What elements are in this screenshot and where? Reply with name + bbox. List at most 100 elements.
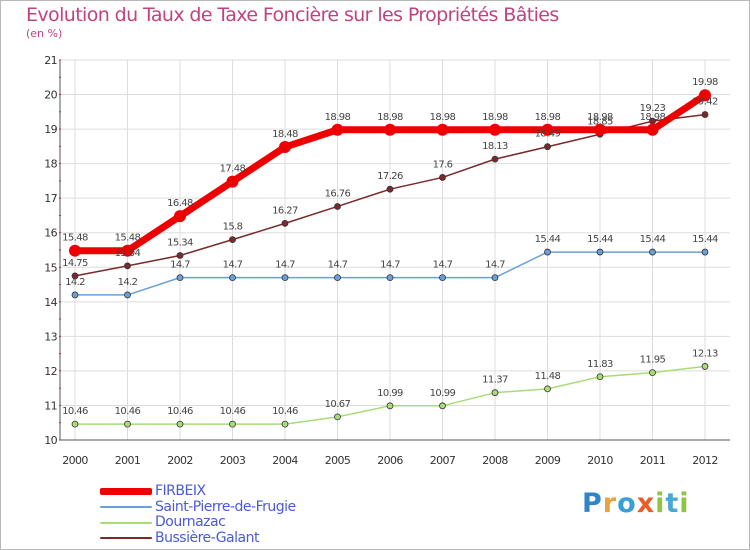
data-label-saint-pierre-de-frugie: 14.7 <box>328 260 348 271</box>
legend-item: Bussière-Galant <box>100 529 296 547</box>
data-label-dournazac: 12.13 <box>692 348 718 359</box>
data-point-firbeix <box>69 244 81 257</box>
data-point-bussiere-galant <box>386 185 394 193</box>
data-label-firbeix: 18.98 <box>482 112 508 123</box>
data-point-bussiere-galant <box>544 143 551 151</box>
data-point-bussiere-galant <box>439 174 446 181</box>
data-point-firbeix <box>384 123 396 136</box>
x-tick-label: 2003 <box>220 454 246 467</box>
data-point-saint-pierre-de-frugie <box>701 248 709 256</box>
data-label-dournazac: 10.46 <box>115 406 141 417</box>
x-tick-label: 2005 <box>325 454 351 467</box>
data-label-firbeix: 18.48 <box>272 129 298 140</box>
data-label-bussiere-galant: 18.85 <box>587 116 613 127</box>
data-point-dournazac <box>544 385 551 393</box>
data-point-dournazac <box>649 369 656 377</box>
legend-item: Dournazac <box>100 515 296 531</box>
data-point-dournazac <box>176 420 184 428</box>
data-point-saint-pierre-de-frugie <box>176 274 184 282</box>
y-tick-label: 21 <box>44 54 57 67</box>
data-label-dournazac: 10.46 <box>167 406 193 417</box>
legend-swatch <box>100 506 152 509</box>
data-point-dournazac <box>596 373 604 381</box>
data-point-bussiere-galant <box>491 155 499 163</box>
data-point-firbeix <box>174 210 186 223</box>
data-label-firbeix: 16.48 <box>167 198 193 209</box>
y-tick-label: 12 <box>44 365 57 378</box>
data-label-firbeix: 18.98 <box>377 112 403 123</box>
data-label-dournazac: 10.99 <box>430 388 456 399</box>
data-label-bussiere-galant: 16.27 <box>272 205 298 216</box>
chart-legend: FIRBEIX Saint-Pierre-de-Frugie Dournazac Bu… <box>100 484 296 546</box>
data-label-dournazac: 10.46 <box>62 406 88 417</box>
data-label-saint-pierre-de-frugie: 14.7 <box>275 260 295 271</box>
data-label-firbeix: 15.48 <box>115 233 141 244</box>
data-label-dournazac: 10.67 <box>325 399 351 410</box>
data-label-firbeix: 18.98 <box>587 112 613 123</box>
data-label-bussiere-galant: 15.8 <box>223 222 243 233</box>
proxiti-logo: Proxiti <box>582 488 690 519</box>
data-label-saint-pierre-de-frugie: 14.2 <box>118 277 138 288</box>
y-tick-label: 19 <box>44 123 57 136</box>
data-label-saint-pierre-de-frugie: 15.44 <box>535 234 561 245</box>
data-label-bussiere-galant: 15.34 <box>167 238 193 249</box>
data-point-firbeix <box>699 89 711 102</box>
data-label-saint-pierre-de-frugie: 15.44 <box>640 234 666 245</box>
data-point-firbeix <box>331 123 344 136</box>
data-label-bussiere-galant: 17.26 <box>377 171 403 182</box>
data-label-firbeix: 17.48 <box>220 164 246 175</box>
data-label-saint-pierre-de-frugie: 14.7 <box>485 260 505 271</box>
data-point-bussiere-galant <box>229 236 236 244</box>
data-label-dournazac: 11.95 <box>640 355 666 366</box>
logo-letter: i <box>679 488 690 519</box>
logo-letter: P <box>582 488 603 519</box>
legend-label: Dournazac <box>155 514 226 531</box>
data-point-saint-pierre-de-frugie <box>439 274 446 282</box>
data-label-dournazac: 11.37 <box>482 375 508 386</box>
data-point-bussiere-galant <box>281 219 289 227</box>
y-tick-label: 17 <box>44 192 57 205</box>
x-tick-label: 2001 <box>115 454 141 467</box>
data-point-firbeix <box>594 123 606 136</box>
data-label-saint-pierre-de-frugie: 15.44 <box>692 234 718 245</box>
data-point-saint-pierre-de-frugie <box>71 291 79 299</box>
data-label-dournazac: 11.83 <box>587 359 613 370</box>
data-label-firbeix: 15.48 <box>62 233 88 244</box>
data-label-saint-pierre-de-frugie: 14.2 <box>65 277 85 288</box>
data-label-firbeix: 18.98 <box>640 112 666 123</box>
data-point-firbeix <box>121 244 134 257</box>
data-label-firbeix: 18.98 <box>430 112 456 123</box>
data-point-dournazac <box>71 420 79 428</box>
data-point-saint-pierre-de-frugie <box>281 274 289 282</box>
data-point-firbeix <box>436 123 449 136</box>
y-tick-label: 15 <box>44 261 57 274</box>
logo-letter: r <box>602 488 618 519</box>
x-tick-label: 2006 <box>377 454 403 467</box>
data-label-bussiere-galant: 19.23 <box>640 103 666 114</box>
data-point-dournazac <box>124 420 131 428</box>
data-label-dournazac: 10.46 <box>220 406 246 417</box>
x-tick-label: 2011 <box>640 454 666 467</box>
data-point-saint-pierre-de-frugie <box>596 248 604 256</box>
data-label-bussiere-galant: 16.76 <box>325 188 351 199</box>
data-label-saint-pierre-de-frugie: 14.7 <box>433 260 453 271</box>
legend-label: FIRBEIX <box>155 483 206 500</box>
data-label-firbeix: 18.98 <box>325 112 351 123</box>
logo-letter: t <box>665 488 680 519</box>
y-tick-label: 20 <box>44 89 57 102</box>
y-tick-label: 18 <box>44 158 57 171</box>
data-label-dournazac: 10.99 <box>377 388 403 399</box>
data-point-firbeix <box>279 141 291 154</box>
legend-label: Bussière-Galant <box>155 529 259 546</box>
legend-item: FIRBEIX <box>100 484 296 500</box>
data-label-bussiere-galant: 17.6 <box>433 159 453 170</box>
data-point-firbeix <box>541 123 554 136</box>
data-label-firbeix: 18.98 <box>535 112 561 123</box>
data-point-saint-pierre-de-frugie <box>491 274 499 282</box>
data-point-bussiere-galant <box>176 252 184 259</box>
data-point-dournazac <box>701 363 709 370</box>
x-tick-label: 2007 <box>430 454 456 467</box>
data-label-saint-pierre-de-frugie: 15.44 <box>587 234 613 245</box>
